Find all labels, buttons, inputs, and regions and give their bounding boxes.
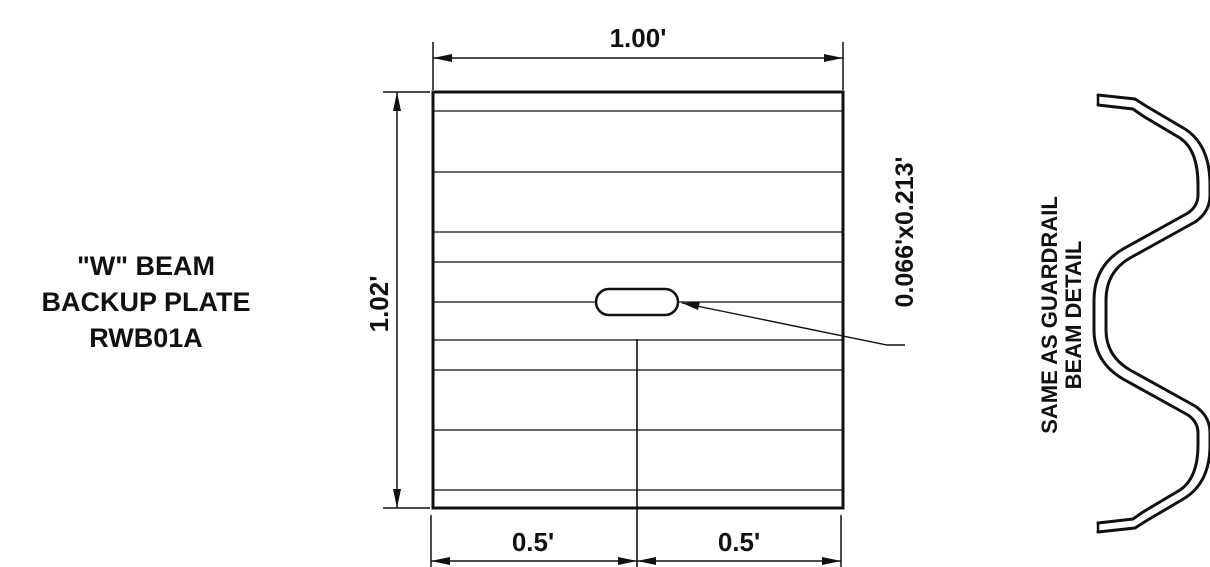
title-line-2: BACKUP PLATE bbox=[41, 287, 250, 317]
arrowhead bbox=[822, 557, 841, 565]
slot-hole bbox=[594, 287, 680, 317]
half-right-label: 0.5' bbox=[718, 527, 760, 557]
arrowhead bbox=[393, 489, 401, 508]
slot-dimension-label: 0.066'x0.213' bbox=[891, 157, 919, 308]
title-line-1: "W" BEAM bbox=[77, 251, 215, 281]
side-note: SAME AS GUARDRAIL BEAM DETAIL bbox=[1037, 196, 1086, 434]
height-dimension: 1.02' bbox=[364, 91, 430, 509]
slot-callout: 0.066'x0.213' bbox=[681, 157, 919, 346]
arrowhead bbox=[637, 557, 656, 565]
plate-corrugation-lines bbox=[433, 110, 843, 491]
bottom-dimensions: 0.5' 0.5' bbox=[430, 515, 842, 567]
arrowhead bbox=[824, 54, 843, 62]
arrowhead bbox=[393, 92, 401, 111]
arrowhead bbox=[431, 557, 450, 565]
plate bbox=[431, 90, 845, 567]
note-line-1: SAME AS GUARDRAIL bbox=[1037, 196, 1062, 434]
title-block: "W" BEAM BACKUP PLATE RWB01A bbox=[41, 251, 250, 353]
title-line-3: RWB01A bbox=[89, 323, 203, 353]
width-dimension: 1.00' bbox=[432, 23, 844, 90]
half-left-label: 0.5' bbox=[512, 527, 554, 557]
arrowhead bbox=[682, 302, 700, 310]
w-beam-profile bbox=[1092, 93, 1210, 534]
arrowhead bbox=[618, 557, 637, 565]
arrowhead bbox=[433, 54, 452, 62]
width-dimension-label: 1.00' bbox=[610, 23, 667, 53]
note-line-2: BEAM DETAIL bbox=[1061, 241, 1086, 390]
height-dimension-label: 1.02' bbox=[364, 276, 394, 333]
